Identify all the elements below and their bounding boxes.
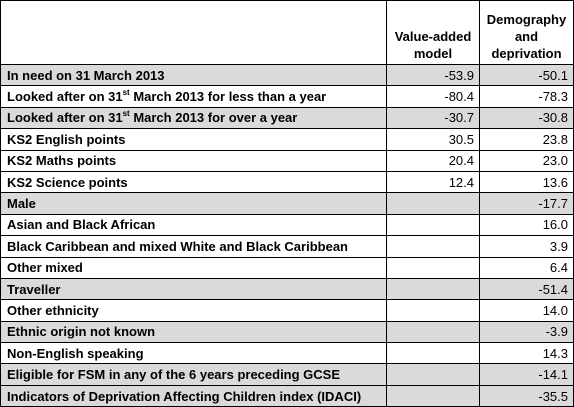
row-label: Non-English speaking bbox=[0, 342, 387, 365]
value-added-cell: -80.4 bbox=[386, 85, 480, 108]
table-row: Non-English speaking 14.3 bbox=[0, 342, 574, 365]
table-row: Male -17.7 bbox=[0, 192, 574, 215]
table-row: Looked after on 31st March 2013 for over… bbox=[0, 106, 574, 130]
value-added-cell bbox=[386, 384, 480, 407]
value-added-cell bbox=[386, 256, 480, 279]
demography-cell: 13.6 bbox=[479, 170, 574, 194]
demography-cell: -30.8 bbox=[479, 106, 574, 130]
row-label: KS2 Maths points bbox=[0, 149, 387, 172]
value-added-cell: -30.7 bbox=[386, 106, 480, 130]
row-label: In need on 31 March 2013 bbox=[0, 63, 387, 87]
demography-cell: 6.4 bbox=[479, 256, 574, 279]
table-row: Eligible for FSM in any of the 6 years p… bbox=[0, 363, 574, 386]
table-row: In need on 31 March 2013 -53.9 -50.1 bbox=[0, 63, 574, 87]
demography-cell: -17.7 bbox=[479, 192, 574, 215]
table-row: Looked after on 31st March 2013 for less… bbox=[0, 85, 574, 108]
row-label: Other mixed bbox=[0, 256, 387, 279]
row-label: Indicators of Deprivation Affecting Chil… bbox=[0, 384, 387, 407]
table-row: Asian and Black African 16.0 bbox=[0, 213, 574, 237]
demography-cell: 3.9 bbox=[479, 235, 574, 258]
demography-cell: -51.4 bbox=[479, 277, 574, 301]
value-added-cell: 20.4 bbox=[386, 149, 480, 172]
demography-cell: 14.3 bbox=[479, 342, 574, 365]
table-row: Traveller -51.4 bbox=[0, 277, 574, 301]
table-row: Indicators of Deprivation Affecting Chil… bbox=[0, 384, 574, 407]
demography-cell: 14.0 bbox=[479, 299, 574, 322]
demography-cell: 16.0 bbox=[479, 213, 574, 237]
table-row: KS2 Maths points 20.4 23.0 bbox=[0, 149, 574, 172]
value-added-cell bbox=[386, 213, 480, 237]
value-added-cell bbox=[386, 299, 480, 322]
demography-cell: 23.0 bbox=[479, 149, 574, 172]
table-row: Other mixed 6.4 bbox=[0, 256, 574, 279]
value-added-cell: 12.4 bbox=[386, 170, 480, 194]
value-added-cell: -53.9 bbox=[386, 63, 480, 87]
row-label: Looked after on 31st March 2013 for less… bbox=[0, 85, 387, 108]
value-added-cell bbox=[386, 235, 480, 258]
table-row: KS2 Science points 12.4 13.6 bbox=[0, 170, 574, 194]
row-label: Ethnic origin not known bbox=[0, 320, 387, 344]
demography-cell: -78.3 bbox=[479, 85, 574, 108]
header-row: Value-added model Demography and depriva… bbox=[0, 0, 574, 65]
row-label: Eligible for FSM in any of the 6 years p… bbox=[0, 363, 387, 386]
table-row: Black Caribbean and mixed White and Blac… bbox=[0, 235, 574, 258]
value-added-cell bbox=[386, 363, 480, 386]
demography-cell: -35.5 bbox=[479, 384, 574, 407]
table-body: In need on 31 March 2013 -53.9 -50.1 Loo… bbox=[0, 63, 574, 407]
table-row: KS2 English points 30.5 23.8 bbox=[0, 128, 574, 151]
row-label: KS2 English points bbox=[0, 128, 387, 151]
header-blank-cell bbox=[0, 0, 387, 65]
demography-cell: 23.8 bbox=[479, 128, 574, 151]
row-label: KS2 Science points bbox=[0, 170, 387, 194]
demography-cell: -3.9 bbox=[479, 320, 574, 344]
value-added-cell: 30.5 bbox=[386, 128, 480, 151]
demography-cell: -14.1 bbox=[479, 363, 574, 386]
value-added-cell bbox=[386, 277, 480, 301]
value-added-cell bbox=[386, 342, 480, 365]
row-label: Male bbox=[0, 192, 387, 215]
row-label: Traveller bbox=[0, 277, 387, 301]
row-label: Other ethnicity bbox=[0, 299, 387, 322]
header-value-added-model: Value-added model bbox=[386, 0, 480, 65]
header-demography-deprivation: Demography and deprivation bbox=[479, 0, 574, 65]
row-label: Asian and Black African bbox=[0, 213, 387, 237]
value-added-cell bbox=[386, 192, 480, 215]
demography-cell: -50.1 bbox=[479, 63, 574, 87]
row-label: Black Caribbean and mixed White and Blac… bbox=[0, 235, 387, 258]
table-row: Other ethnicity 14.0 bbox=[0, 299, 574, 322]
table-row: Ethnic origin not known -3.9 bbox=[0, 320, 574, 344]
row-label: Looked after on 31st March 2013 for over… bbox=[0, 106, 387, 130]
value-added-cell bbox=[386, 320, 480, 344]
